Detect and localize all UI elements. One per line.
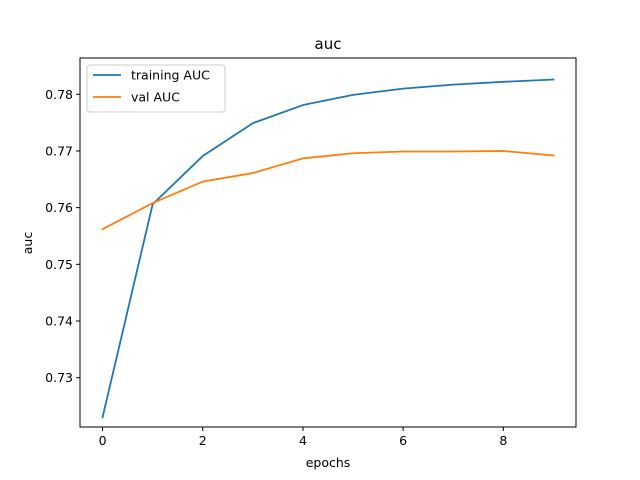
x-tick-label: 4 — [299, 433, 307, 448]
y-tick-label: 0.75 — [45, 257, 73, 272]
chart-title: auc — [315, 35, 342, 53]
y-tick-label: 0.77 — [45, 143, 73, 158]
x-tick-label: 2 — [199, 433, 207, 448]
x-tick-label: 6 — [399, 433, 407, 448]
y-tick-label: 0.76 — [45, 200, 73, 215]
axes-frame — [79, 57, 577, 428]
y-tick-label: 0.78 — [45, 87, 73, 102]
legend-box — [86, 64, 226, 113]
legend: training AUC val AUC — [86, 64, 226, 113]
series-line-1 — [101, 78, 555, 419]
x-axis-title: epochs — [306, 455, 351, 470]
series-line-2 — [101, 150, 555, 231]
legend-label-2: val AUC — [131, 90, 180, 105]
y-tick-label: 0.74 — [45, 314, 73, 329]
x-tick-label: 8 — [499, 433, 507, 448]
y-tick-label: 0.73 — [45, 370, 73, 385]
legend-label-1: training AUC — [131, 68, 210, 83]
x-tick-label: 0 — [99, 433, 107, 448]
y-axis-title: auc — [20, 232, 35, 255]
plot-area: 0 2 4 6 8 0.73 0.74 0.75 0.76 0.77 0.78 — [45, 57, 577, 448]
